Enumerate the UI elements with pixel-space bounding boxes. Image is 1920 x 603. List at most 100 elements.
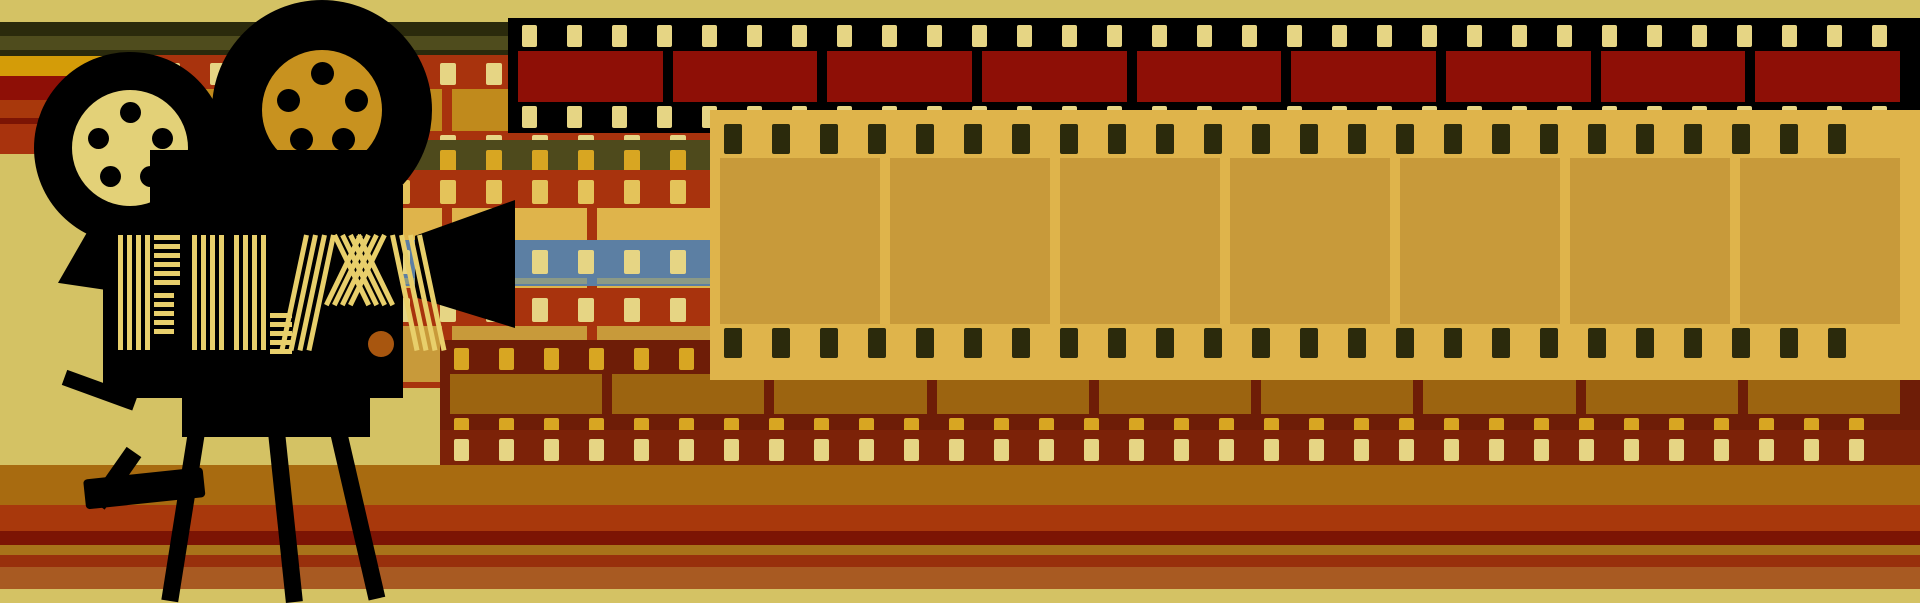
film-frame xyxy=(1291,51,1436,102)
front-reel-hole-5 xyxy=(277,89,300,112)
perforation xyxy=(916,124,934,154)
film-frame xyxy=(1400,158,1560,324)
perforation xyxy=(1152,25,1167,47)
perforation xyxy=(1624,439,1639,461)
tripod-head xyxy=(182,395,370,437)
letter-f-top-arm-stripe xyxy=(154,253,180,258)
perforation xyxy=(612,25,627,47)
perforation xyxy=(624,298,640,322)
strip-maroon-baseline xyxy=(440,430,1920,470)
perforation xyxy=(792,25,807,47)
perforation xyxy=(578,150,594,172)
letter-f-stem-stripe xyxy=(145,235,150,350)
perforation xyxy=(859,439,874,461)
film-frame xyxy=(890,158,1050,324)
perforation xyxy=(1399,439,1414,461)
perforation xyxy=(1684,328,1702,358)
letter-i xyxy=(192,235,224,350)
perforation xyxy=(1354,439,1369,461)
perforation xyxy=(1444,328,1462,358)
film-frame xyxy=(1060,158,1220,324)
perforation xyxy=(532,250,548,274)
perforation xyxy=(1264,439,1279,461)
film-frame xyxy=(1570,158,1730,324)
front-reel-hole-4 xyxy=(290,128,313,151)
perforation xyxy=(769,439,784,461)
perforation xyxy=(904,439,919,461)
perforation xyxy=(1669,439,1684,461)
rear-reel-hole-4 xyxy=(100,166,121,187)
perforation xyxy=(1588,328,1606,358)
perforation xyxy=(747,25,762,47)
perforation xyxy=(1872,25,1887,47)
perforation xyxy=(670,250,686,274)
strip-sand-main-right-perforation-row-1 xyxy=(710,124,1920,154)
perforation xyxy=(578,250,594,274)
film-frame xyxy=(597,278,734,284)
perforation xyxy=(1780,124,1798,154)
film-frame xyxy=(1445,51,1591,102)
perforation xyxy=(1714,439,1729,461)
bottom-band-rust-bottom xyxy=(0,505,1920,531)
film-frame xyxy=(1585,374,1738,414)
perforation xyxy=(657,25,672,47)
perforation xyxy=(589,348,604,370)
perforation xyxy=(1732,124,1750,154)
perforation xyxy=(1084,439,1099,461)
perforation xyxy=(1242,25,1257,47)
perforation xyxy=(532,180,548,204)
front-reel-hole-1 xyxy=(311,62,334,85)
letter-f-mid-arm-stripe xyxy=(154,302,174,307)
rear-reel-hole-1 xyxy=(120,102,141,123)
perforation xyxy=(1636,328,1654,358)
perforation xyxy=(1512,25,1527,47)
perforation xyxy=(1467,25,1482,47)
film-frame xyxy=(612,374,765,414)
perforation xyxy=(440,63,456,85)
letter-f-top-arm-stripe xyxy=(154,271,180,276)
perforation xyxy=(440,150,456,172)
perforation xyxy=(657,106,672,128)
perforation xyxy=(882,25,897,47)
perforation xyxy=(972,25,987,47)
letter-f-top-arm-stripe xyxy=(154,235,180,240)
perforation xyxy=(1534,439,1549,461)
perforation xyxy=(1489,439,1504,461)
film-frame xyxy=(827,51,972,102)
film-frame xyxy=(1261,374,1414,414)
perforation xyxy=(440,180,456,204)
perforation xyxy=(1759,439,1774,461)
letter-f xyxy=(118,235,180,350)
perforation xyxy=(994,439,1009,461)
perforation xyxy=(1348,124,1366,154)
letter-i-stem-stripe xyxy=(219,235,224,350)
perforation xyxy=(1062,25,1077,47)
perforation xyxy=(1827,25,1842,47)
film-frame xyxy=(1755,51,1900,102)
letter-l-stem-stripe xyxy=(252,235,257,350)
perforation xyxy=(868,328,886,358)
letter-f-stem-stripe xyxy=(136,235,141,350)
perforation xyxy=(1444,439,1459,461)
perforation xyxy=(1396,124,1414,154)
perforation xyxy=(1252,124,1270,154)
letter-f-mid-arm-stripe xyxy=(154,320,174,325)
film-wordmark: FILM xyxy=(118,233,447,365)
perforation xyxy=(837,25,852,47)
perforation xyxy=(949,439,964,461)
strip-sand-main-right xyxy=(710,110,1920,380)
perforation xyxy=(670,180,686,204)
film-frame xyxy=(936,374,1089,414)
perforation xyxy=(1692,25,1707,47)
perforation xyxy=(1684,124,1702,154)
perforation xyxy=(1588,124,1606,154)
perforation xyxy=(1602,25,1617,47)
perforation xyxy=(1012,124,1030,154)
perforation xyxy=(1828,124,1846,154)
letter-l-foot-stripe xyxy=(270,331,292,336)
perforation xyxy=(612,106,627,128)
perforation xyxy=(868,124,886,154)
perforation xyxy=(578,298,594,322)
perforation xyxy=(1492,124,1510,154)
perforation xyxy=(1636,124,1654,154)
